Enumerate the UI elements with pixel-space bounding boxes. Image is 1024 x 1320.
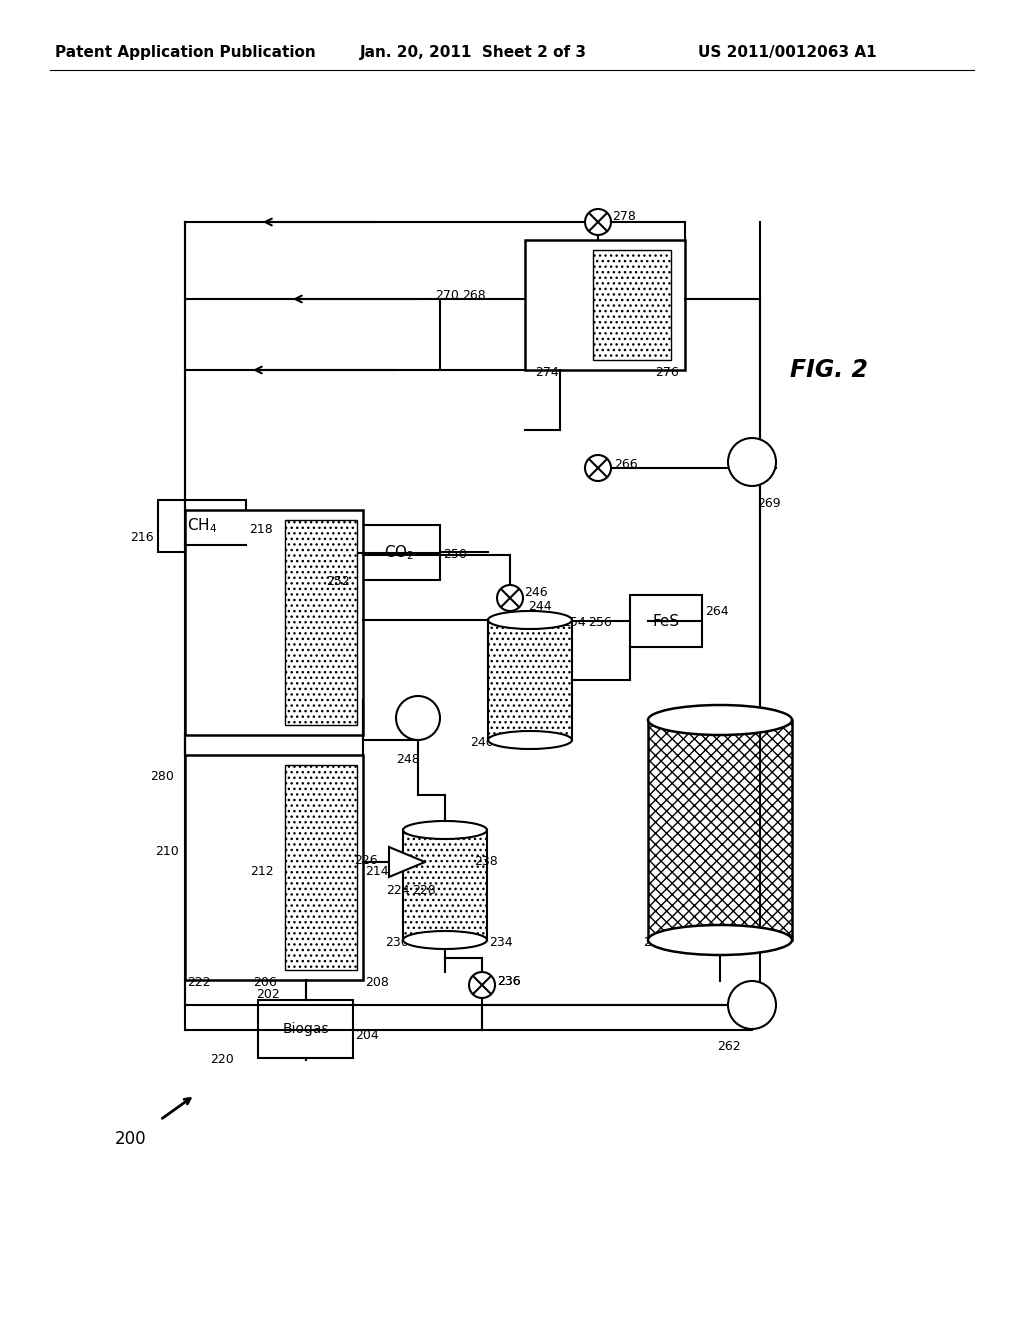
Text: 262: 262 (717, 1040, 740, 1053)
Text: 234: 234 (489, 936, 513, 949)
Text: 216: 216 (130, 531, 154, 544)
Bar (593, 249, 671, 360)
Text: 252: 252 (326, 576, 350, 587)
Bar (258, 1001, 353, 1059)
Text: 280: 280 (150, 770, 174, 783)
Bar (185, 510, 362, 735)
Text: 256: 256 (588, 616, 611, 630)
Text: US 2011/0012063 A1: US 2011/0012063 A1 (698, 45, 877, 59)
Bar (403, 830, 487, 940)
Bar (285, 520, 357, 725)
Text: 242: 242 (535, 737, 559, 748)
Text: 266: 266 (614, 458, 638, 471)
Text: CH$_4$: CH$_4$ (186, 516, 217, 536)
Text: 278: 278 (612, 210, 636, 223)
Text: 258: 258 (643, 936, 667, 949)
Bar (285, 766, 357, 970)
Text: 222: 222 (187, 975, 211, 989)
Bar (403, 830, 487, 940)
Text: 220: 220 (210, 1053, 233, 1067)
Ellipse shape (403, 821, 487, 840)
Text: 200: 200 (115, 1130, 146, 1148)
Text: FIG. 2: FIG. 2 (790, 358, 868, 381)
Circle shape (585, 455, 611, 480)
Circle shape (728, 438, 776, 486)
Bar (525, 240, 685, 370)
Circle shape (396, 696, 440, 741)
Text: 268: 268 (462, 289, 485, 302)
Circle shape (728, 981, 776, 1030)
Text: 212: 212 (250, 865, 273, 878)
Bar (285, 520, 357, 725)
Bar (488, 620, 572, 741)
Circle shape (469, 972, 495, 998)
Text: 244: 244 (528, 601, 552, 612)
Ellipse shape (488, 611, 572, 630)
Polygon shape (389, 847, 425, 876)
Text: 214: 214 (365, 865, 389, 878)
Text: 228: 228 (412, 884, 436, 898)
Ellipse shape (648, 925, 792, 954)
Text: 240: 240 (470, 737, 494, 748)
Text: 274: 274 (535, 366, 559, 379)
Text: 276: 276 (655, 366, 679, 379)
Text: 206: 206 (253, 975, 276, 989)
Bar (648, 719, 792, 940)
Text: FeS: FeS (652, 614, 680, 628)
Ellipse shape (488, 731, 572, 748)
Text: 248: 248 (396, 752, 420, 766)
Text: 204: 204 (355, 1030, 379, 1041)
Bar (185, 755, 362, 979)
Bar (648, 719, 792, 940)
Text: 232: 232 (450, 936, 474, 949)
Text: 269: 269 (757, 498, 780, 510)
Bar (593, 249, 671, 360)
Text: 238: 238 (474, 855, 498, 869)
Bar (285, 766, 357, 970)
Bar (630, 595, 702, 647)
Text: 218: 218 (249, 523, 272, 536)
Text: 236: 236 (497, 975, 520, 987)
Text: 270: 270 (435, 289, 459, 302)
Circle shape (585, 209, 611, 235)
Text: 210: 210 (155, 845, 179, 858)
Ellipse shape (648, 705, 792, 735)
Text: Patent Application Publication: Patent Application Publication (55, 45, 315, 59)
Text: 254: 254 (562, 616, 586, 630)
Text: 246: 246 (524, 586, 548, 599)
Text: 250: 250 (443, 548, 467, 561)
Text: 226: 226 (354, 854, 378, 867)
Bar (488, 620, 572, 741)
Text: 230: 230 (385, 936, 409, 949)
Text: Biogas: Biogas (283, 1022, 329, 1036)
Text: 264: 264 (705, 605, 729, 618)
Bar (158, 500, 246, 552)
Text: 202: 202 (256, 987, 280, 1001)
Ellipse shape (403, 931, 487, 949)
Bar (358, 525, 440, 579)
Text: 224: 224 (386, 884, 410, 898)
Text: 260: 260 (725, 936, 749, 949)
Text: 236: 236 (497, 975, 520, 987)
Text: CO$_2$: CO$_2$ (384, 543, 415, 562)
Text: 208: 208 (365, 975, 389, 989)
Text: Jan. 20, 2011  Sheet 2 of 3: Jan. 20, 2011 Sheet 2 of 3 (360, 45, 587, 59)
Circle shape (497, 585, 523, 611)
